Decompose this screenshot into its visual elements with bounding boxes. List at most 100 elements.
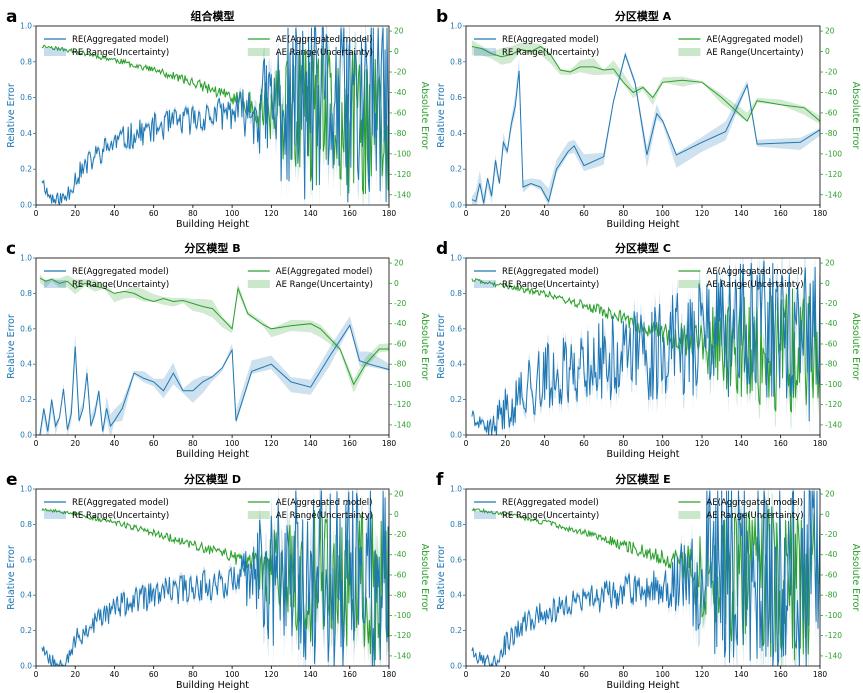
y2-tick-label: -120 [825,631,842,640]
y-axis-label: Relative Error [6,545,17,610]
y-tick-label: 0.6 [20,93,32,102]
chart-title: 分区模型 D [184,472,241,486]
re-series-line [41,27,389,205]
x-tick-label: 100 [225,439,240,448]
ae-series-line [41,44,389,195]
legend-band-swatch [474,280,496,288]
legend-band-swatch [247,280,270,288]
y2-axis-label: Absolute Error [850,313,861,381]
y-tick-label: 1.0 [20,254,32,263]
chart-panel-f: 0 20 40 60 80 100 120 140 160 180 0.0 0.2 0.4 0.6 0.8 1… [436,470,861,691]
legend-entry-range: AE Range(Uncertainty) [706,511,803,521]
legend-band-swatch [474,48,496,56]
legend-relative-error: RE(Aggregated model) RE Range(Uncertainty… [44,35,169,58]
y2-tick-label: 20 [394,490,404,499]
x-tick-label: 0 [34,209,39,218]
y-tick-label: 0.4 [20,360,32,369]
legend-relative-error: RE(Aggregated model) RE Range(Uncertainty… [474,267,599,290]
y-tick-label: 0.6 [450,324,462,333]
y2-tick-label: -40 [825,88,837,97]
x-tick-label: 80 [619,439,629,448]
x-tick-label: 80 [188,670,198,679]
y-tick-label: 0.4 [450,360,462,369]
y-tick-label: 0.8 [450,289,462,298]
y-tick-label: 0.2 [20,626,32,635]
legend-entry-range: AE Range(Uncertainty) [276,48,373,58]
y2-axis-label: Absolute Error [850,82,861,150]
axes-frame [35,488,390,667]
x-tick-label: 100 [656,670,671,679]
y2-tick-label: -80 [394,129,406,138]
re-series-line [471,52,820,204]
y2-tick-label: 0 [825,47,830,56]
y2-tick-label: -20 [825,530,837,539]
x-tick-label: 160 [774,439,789,448]
legend-entry-series: AE(Aggregated model) [276,267,373,277]
y2-tick-label: -100 [825,149,842,158]
x-tick-label: 80 [619,670,629,679]
y2-tick-label: -20 [394,68,406,77]
panel-letter: e [6,470,18,490]
axes-frame [35,257,390,436]
y2-tick-label: -120 [394,400,411,409]
x-tick-label: 40 [540,670,550,679]
y-tick-label: 0.2 [450,165,462,174]
y-tick-label: 1.0 [450,22,462,31]
y2-tick-label: -60 [394,108,406,117]
re-range-band [41,489,389,666]
y-tick-label: 0.6 [20,324,32,333]
x-tick-label: 20 [70,439,80,448]
re-series-line [39,324,389,435]
chart-title: 分区模型 B [184,241,240,255]
x-tick-label: 160 [343,439,358,448]
x-tick-label: 120 [695,439,710,448]
ae-series-line [41,507,389,661]
y2-tick-label: -60 [825,339,837,348]
y2-tick-label: -20 [394,299,406,308]
legend-band-swatch [474,511,496,519]
x-tick-label: 140 [303,670,318,679]
x-tick-label: 140 [734,439,749,448]
chart-title: 分区模型 C [615,241,671,255]
x-tick-label: 0 [464,670,469,679]
re-range-band [471,51,820,205]
y2-tick-label: -120 [394,631,411,640]
y-tick-label: 0.8 [20,520,32,529]
plot-area-d [471,258,820,435]
x-tick-label: 60 [579,209,589,218]
legend-band-swatch [678,280,701,288]
x-tick-label: 80 [619,209,629,218]
x-tick-label: 140 [734,670,749,679]
y-axis-label: Relative Error [436,314,447,379]
x-axis-label: Building Height [607,680,680,691]
y2-tick-label: -120 [394,170,411,179]
y2-tick-label: 20 [394,259,404,268]
chart-panel-c: 0 20 40 60 80 100 120 140 160 180 0.0 0.2 0.4 0.6 0.8 1… [6,239,430,460]
legend-band-swatch [678,511,701,519]
y-tick-label: 0.8 [450,57,462,66]
plot-area-c [39,274,389,435]
y2-tick-label: 20 [825,259,835,268]
legend-entry-series: RE(Aggregated model) [502,35,599,45]
legend-entry-range: RE Range(Uncertainty) [502,48,599,58]
ae-range-band [471,40,820,124]
y2-tick-label: -120 [825,170,842,179]
y2-tick-label: 0 [825,510,830,519]
x-tick-label: 100 [225,209,240,218]
legend-entry-series: AE(Aggregated model) [276,498,373,508]
legend-band-swatch [44,48,66,56]
x-tick-label: 20 [70,209,80,218]
legend-entry-series: AE(Aggregated model) [706,498,803,508]
y2-tick-label: -60 [825,570,837,579]
x-tick-label: 160 [343,209,358,218]
x-tick-label: 160 [774,670,789,679]
y-axis-label: Relative Error [6,83,17,148]
legend-entry-range: RE Range(Uncertainty) [72,48,169,58]
y2-tick-label: -100 [394,611,411,620]
y2-tick-label: -80 [394,360,406,369]
x-axis-label: Building Height [607,219,680,230]
panel-letter: f [436,470,444,490]
y-tick-label: 0.2 [20,395,32,404]
x-tick-label: 180 [382,209,397,218]
x-tick-label: 100 [656,209,671,218]
